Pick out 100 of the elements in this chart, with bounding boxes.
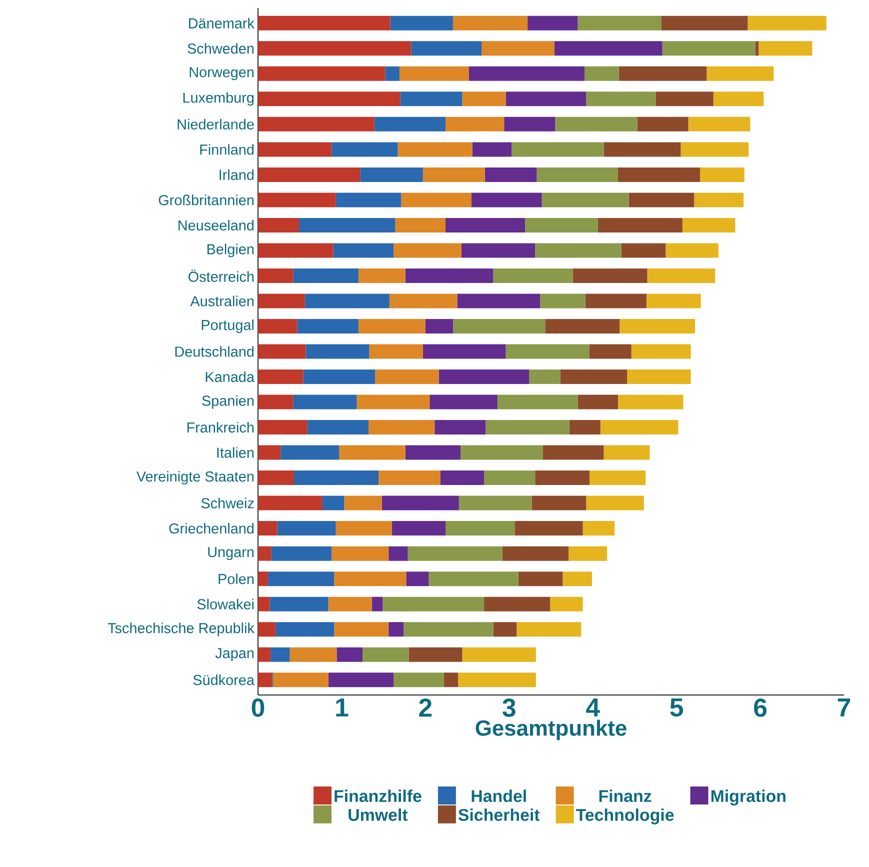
bar: [438, 370, 530, 384]
bar: [336, 521, 392, 536]
bar: [569, 420, 600, 435]
bar: [532, 496, 586, 510]
bar: [258, 496, 322, 510]
bar: [258, 546, 272, 561]
bar: [586, 92, 656, 106]
bar: [484, 596, 550, 612]
bar: [748, 16, 826, 30]
x-tick-label: 6: [754, 698, 767, 717]
bar: [258, 344, 306, 359]
bar: [471, 192, 542, 208]
bar: [428, 572, 518, 586]
bar: [358, 318, 426, 334]
bar: [390, 16, 454, 30]
y-tick-label: Niederlande: [178, 118, 254, 130]
bar: [604, 445, 650, 460]
bar: [590, 344, 632, 359]
bar: [388, 546, 408, 561]
bar: [344, 496, 382, 510]
y-tick-label: Italien: [217, 447, 254, 458]
bar: [453, 16, 528, 30]
bar: [662, 16, 748, 30]
bar: [578, 394, 618, 410]
bar: [307, 420, 369, 435]
bar: [620, 318, 695, 334]
bar: [542, 192, 629, 208]
bar: [618, 66, 707, 81]
bar: [258, 420, 308, 435]
legend-label: Migration: [711, 790, 786, 806]
bar: [332, 142, 398, 157]
bar: [258, 572, 268, 586]
bar: [542, 445, 604, 460]
bar: [486, 420, 570, 435]
bar: [258, 470, 294, 486]
bar: [446, 521, 516, 536]
bar: [506, 344, 590, 359]
bar: [529, 370, 560, 384]
bar: [258, 622, 276, 637]
bar: [758, 41, 812, 56]
bar: [258, 167, 360, 182]
bar: [590, 470, 646, 486]
bar: [290, 647, 337, 662]
bar: [303, 370, 376, 384]
bar: [453, 318, 546, 334]
bar: [277, 521, 336, 536]
bar: [468, 66, 584, 81]
y-tick-label: Schweden: [188, 43, 254, 54]
y-tick-label: Großbritannien: [158, 194, 254, 206]
bar: [270, 596, 328, 612]
bar: [268, 572, 334, 586]
bar: [562, 572, 592, 586]
bar: [332, 546, 389, 561]
bar: [395, 218, 446, 232]
y-tick-label: Japan: [215, 648, 254, 662]
bar: [408, 546, 502, 561]
bar: [662, 41, 756, 56]
bar: [618, 167, 700, 182]
bar: [694, 192, 744, 208]
bar: [273, 672, 328, 688]
bar: [280, 445, 340, 460]
bar: [688, 116, 750, 132]
bar: [258, 92, 400, 106]
bar: [585, 294, 646, 308]
bar: [518, 572, 563, 586]
bar: [258, 66, 386, 81]
bar: [405, 268, 494, 283]
bar: [394, 672, 444, 688]
bar: [258, 116, 374, 132]
y-tick-label: Slowakei: [197, 598, 254, 610]
bar: [457, 294, 540, 308]
bar: [446, 116, 504, 132]
y-tick-label: Polen: [218, 574, 254, 584]
bar: [502, 546, 569, 561]
bar: [411, 41, 482, 56]
bar: [506, 92, 586, 106]
y-tick-label: Australien: [190, 296, 254, 306]
bar: [358, 268, 406, 283]
bar: [484, 167, 537, 182]
x-tick-label: 7: [838, 698, 850, 716]
y-tick-label: Finnland: [200, 144, 254, 155]
y-tick-label: Österreich: [188, 270, 254, 282]
bar: [258, 318, 298, 334]
x-tick-label: 1: [336, 698, 348, 716]
bar: [578, 16, 662, 30]
bar: [545, 318, 620, 334]
bar: [550, 596, 583, 612]
bar: [299, 218, 396, 232]
bar: [536, 167, 618, 182]
bar: [258, 41, 412, 56]
legend-label: Finanzhilfe: [334, 790, 422, 802]
y-tick-label: Belgien: [207, 244, 254, 258]
bar: [666, 243, 718, 258]
bar: [604, 142, 681, 157]
bar: [646, 294, 701, 308]
bar: [270, 647, 290, 662]
bar: [328, 596, 372, 612]
bar: [515, 521, 583, 536]
bar: [656, 92, 714, 106]
y-tick-label: Neuseeland: [178, 220, 254, 231]
